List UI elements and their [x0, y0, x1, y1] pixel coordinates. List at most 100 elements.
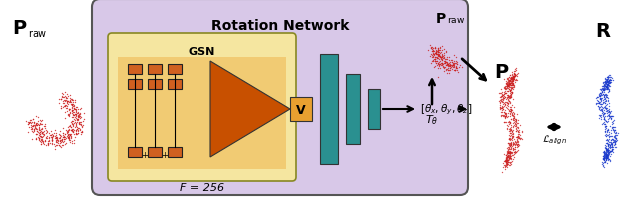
Point	[607, 142, 617, 145]
Point	[509, 112, 520, 115]
Point	[508, 147, 518, 150]
Point	[44, 140, 54, 143]
Point	[594, 101, 604, 105]
Point	[506, 108, 516, 111]
Point	[61, 97, 71, 100]
Point	[593, 105, 603, 108]
Point	[503, 81, 513, 84]
Point	[61, 137, 72, 140]
Point	[598, 85, 608, 88]
Point	[608, 126, 618, 129]
Point	[62, 93, 72, 96]
Point	[65, 94, 75, 98]
Point	[594, 108, 604, 111]
Point	[610, 140, 620, 144]
Point	[600, 87, 610, 90]
Point	[598, 161, 609, 164]
Point	[431, 62, 441, 65]
Point	[509, 75, 520, 78]
Point	[599, 150, 609, 154]
Point	[35, 122, 45, 125]
Point	[603, 100, 613, 103]
Point	[36, 143, 47, 146]
Point	[76, 121, 86, 124]
Point	[56, 135, 67, 138]
Point	[606, 131, 616, 135]
Point	[508, 86, 518, 89]
Point	[76, 122, 86, 126]
Point	[508, 79, 518, 82]
Point	[431, 53, 441, 56]
Point	[600, 83, 610, 86]
Point	[498, 114, 508, 118]
Point	[432, 56, 442, 59]
Point	[504, 151, 514, 155]
Point	[69, 129, 79, 132]
Point	[508, 71, 518, 74]
Point	[603, 75, 613, 78]
Point	[22, 122, 33, 125]
Point	[51, 137, 61, 140]
Point	[594, 101, 604, 104]
Point	[600, 93, 611, 96]
Point	[509, 76, 519, 79]
Point	[433, 76, 443, 79]
Point	[599, 89, 609, 92]
Point	[428, 56, 438, 60]
Point	[27, 125, 37, 128]
Point	[426, 47, 436, 50]
Point	[501, 105, 511, 109]
Point	[28, 125, 38, 128]
Point	[65, 99, 75, 102]
Point	[33, 132, 44, 135]
Point	[52, 138, 63, 142]
Point	[44, 136, 54, 140]
Point	[63, 137, 73, 140]
Point	[505, 115, 515, 118]
Point	[603, 148, 613, 152]
Point	[429, 60, 440, 63]
Point	[444, 62, 454, 65]
Point	[443, 65, 453, 68]
Point	[505, 82, 515, 85]
Point	[603, 139, 613, 142]
Point	[604, 149, 614, 152]
Point	[64, 137, 74, 140]
Point	[436, 56, 447, 60]
Point	[502, 159, 512, 162]
Point	[36, 127, 47, 130]
Point	[599, 98, 609, 101]
Point	[508, 82, 518, 85]
Point	[495, 92, 505, 96]
Point	[75, 112, 85, 115]
Point	[507, 109, 517, 112]
Point	[608, 79, 618, 82]
Point	[608, 126, 618, 129]
Point	[428, 50, 438, 53]
Point	[511, 125, 521, 128]
Point	[599, 155, 609, 159]
Point	[506, 93, 516, 97]
Point	[67, 125, 77, 128]
Point	[504, 138, 515, 141]
Point	[431, 51, 441, 54]
Point	[610, 140, 620, 144]
Point	[600, 82, 611, 85]
Point	[602, 114, 612, 118]
Point	[502, 84, 512, 87]
Point	[429, 53, 439, 56]
Point	[56, 146, 66, 149]
Point	[69, 132, 79, 136]
Point	[499, 121, 509, 124]
Point	[502, 157, 512, 161]
Point	[69, 106, 79, 110]
Point	[442, 58, 452, 62]
Point	[506, 94, 516, 97]
Point	[506, 86, 516, 89]
Point	[24, 121, 35, 125]
Point	[508, 149, 518, 152]
Point	[56, 106, 67, 109]
Point	[504, 158, 515, 161]
Text: $\mathcal{L}_{align}$: $\mathcal{L}_{align}$	[541, 133, 566, 146]
Point	[593, 102, 603, 105]
